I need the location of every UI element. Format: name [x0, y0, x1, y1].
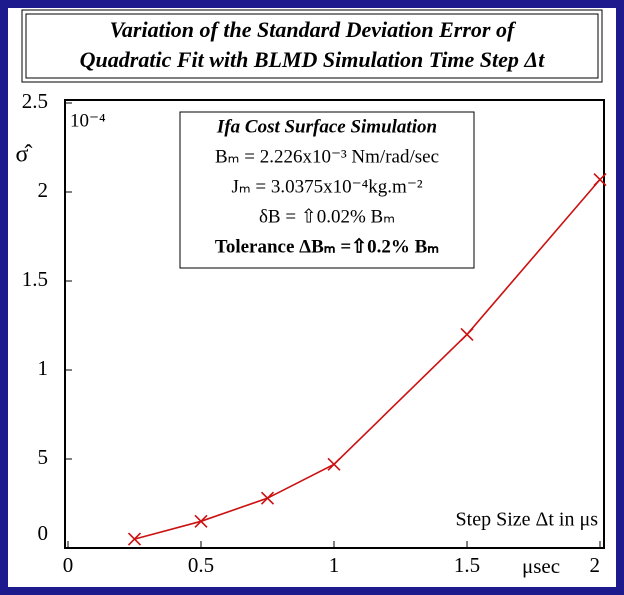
y-tick-label: 5 — [38, 445, 49, 469]
x-unit-label: μsec — [522, 554, 560, 578]
x-tick-label: 2 — [590, 553, 601, 577]
data-marker — [260, 491, 275, 505]
info-box — [179, 111, 475, 269]
y-tick-label: 1 — [38, 356, 49, 380]
info-line: Ifa Cost Surface Simulation — [216, 116, 437, 137]
chart-title: Quadratic Fit with BLMD Simulation Time … — [80, 47, 546, 72]
data-marker — [194, 514, 208, 528]
y-multiplier: 10⁻⁴ — [70, 110, 106, 131]
info-line: Bₘ = 2.226x10⁻³ Nm/rad/sec — [215, 146, 439, 167]
y-tick-label: 2.5 — [22, 89, 48, 113]
y-axis-label: σ̂ — [16, 142, 33, 168]
info-line: Jₘ = 3.0375x10⁻⁴kg.m⁻² — [231, 176, 422, 197]
data-marker — [127, 532, 142, 546]
chart-title: Variation of the Standard Deviation Erro… — [110, 17, 517, 42]
title-box-inner — [25, 13, 599, 79]
y-tick-label: 2 — [38, 178, 49, 202]
data-marker — [327, 457, 341, 471]
x-tick-label: 1.5 — [454, 553, 480, 577]
y-tick-label: 1.5 — [22, 267, 48, 291]
info-line: δB = ⇧0.02% Bₘ — [259, 206, 395, 227]
data-marker — [593, 172, 607, 187]
x-tick-label: 0.5 — [188, 553, 214, 577]
annotation: Step Size Δt in μs — [456, 509, 599, 531]
title-box — [21, 9, 603, 83]
data-line — [134, 179, 601, 540]
y-tick-label: 0 — [38, 521, 49, 545]
info-line: Tolerance ΔBₘ =⇧0.2% Bₘ — [215, 236, 439, 257]
x-tick-label: 1 — [329, 553, 340, 577]
x-tick-label: 0 — [63, 553, 74, 577]
data-marker — [460, 327, 474, 341]
